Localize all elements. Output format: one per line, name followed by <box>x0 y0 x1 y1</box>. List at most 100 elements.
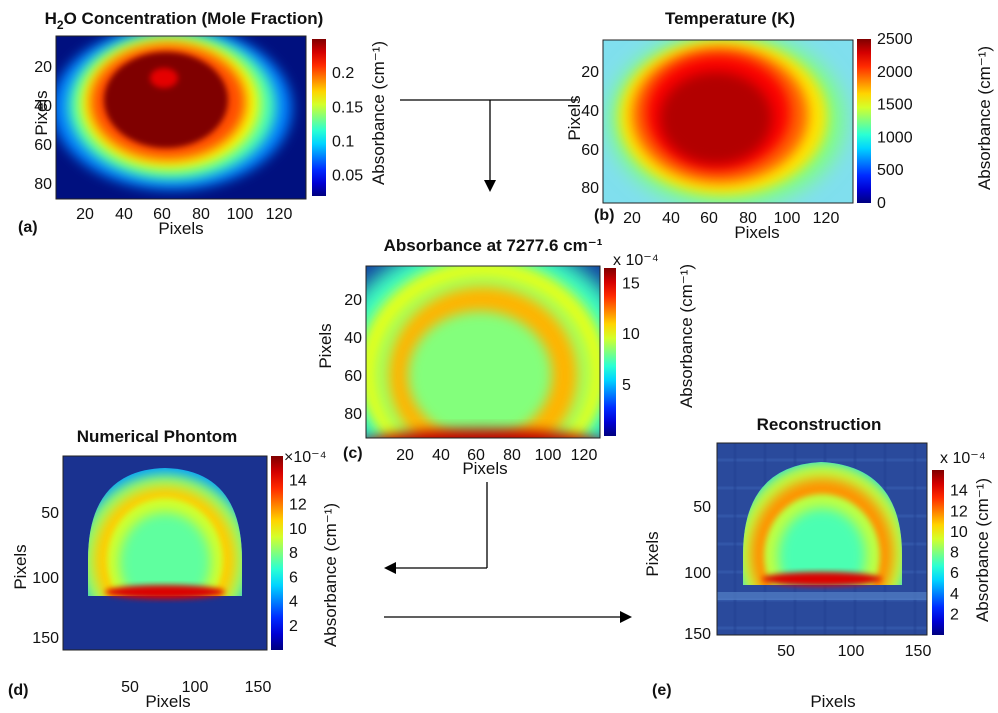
panel-c-xtick: 20 <box>396 447 414 464</box>
arrow-to-c-head <box>484 180 496 192</box>
panel-e-colorbar-tick: 12 <box>950 503 968 520</box>
panel-b-heatmap <box>609 40 845 203</box>
heatmap-peak-band <box>762 572 882 586</box>
panel-b-xlabel: Pixels <box>734 223 779 242</box>
panel-c-label: (c) <box>343 445 363 462</box>
heatmap-peak-band <box>105 585 225 599</box>
panel-b-frame <box>602 39 854 204</box>
panel-e-xtick: 100 <box>838 643 865 660</box>
panel-e-colorbar-tick: 4 <box>950 586 959 603</box>
panel-a-frame <box>55 35 307 200</box>
panel-a-ytick: 40 <box>34 98 52 115</box>
heatmap-core <box>408 311 552 438</box>
panel-e-ytick: 150 <box>684 626 711 643</box>
panel-b-xtick: 60 <box>700 210 718 227</box>
panel-c-xtick: 120 <box>571 447 598 464</box>
panel-d-heatmap <box>88 468 242 599</box>
panel-e-heatmap <box>717 443 927 635</box>
panel-a-xtick: 80 <box>192 206 210 223</box>
panel-a-title: H2O Concentration (Mole Fraction) <box>45 9 324 32</box>
heatmap-peak <box>660 72 772 164</box>
panel-e-colorbar-tick: 8 <box>950 545 959 562</box>
flow-arrows <box>384 99 622 618</box>
panel-a-xlabel: Pixels <box>158 219 203 238</box>
panel-a-ytick: 20 <box>34 59 52 76</box>
panel-b-xtick: 100 <box>774 210 801 227</box>
panel-b-ytick: 40 <box>581 103 599 120</box>
panel-b-colorbar <box>857 39 871 203</box>
panel-c-xtick: 80 <box>503 447 521 464</box>
panel-e-colorbar-tick: 6 <box>950 565 959 582</box>
panel-c-title: Absorbance at 7277.6 cm⁻¹ <box>384 236 603 255</box>
panel-c-colorbar-multiplier: x 10⁻⁴ <box>613 252 659 269</box>
panel-b-colorbar-tick: 1000 <box>877 129 913 146</box>
panel-a-xtick: 20 <box>76 206 94 223</box>
panel-a-colorbar-tick: 0.15 <box>332 99 363 116</box>
panel-c-ytick: 20 <box>344 292 362 309</box>
panel-a-colorbar-tick: 0.05 <box>332 168 363 185</box>
panel-c-colorbar-tick: 10 <box>622 326 640 343</box>
panel-e-frame <box>716 442 928 636</box>
panel-d-colorbar-multiplier: ×10⁻⁴ <box>284 449 327 466</box>
panel-a-colorbar-label: Absorbance (cm⁻¹) <box>369 41 388 185</box>
panel-b-colorbar-tick: 2000 <box>877 64 913 81</box>
arrow-to-d-head <box>384 562 396 574</box>
panel-a-xtick: 100 <box>227 206 254 223</box>
panel-d-ytick: 100 <box>32 570 59 587</box>
panel-e-xtick: 150 <box>905 643 932 660</box>
panel-c-xtick: 100 <box>535 447 562 464</box>
panel-b-colorbar-tick: 0 <box>877 195 886 212</box>
panel-d-ylabel: Pixels <box>11 544 30 589</box>
panel-c-ytick: 60 <box>344 368 362 385</box>
panel-a-xtick: 40 <box>115 206 133 223</box>
panel-b-title: Temperature (K) <box>665 9 795 28</box>
panel-e-colorbar-tick: 2 <box>950 606 959 623</box>
panel-d-ytick: 150 <box>32 630 59 647</box>
panel-a-xtick: 60 <box>153 206 171 223</box>
panel-b: Temperature (K) 20 40 60 80 100 120 20 40 60 80 P… <box>565 9 994 242</box>
panel-e-ytick: 100 <box>684 565 711 582</box>
panel-c-ytick: 40 <box>344 330 362 347</box>
panel-b-xtick: 20 <box>623 210 641 227</box>
panel-b-ytick: 60 <box>581 142 599 159</box>
heatmap-peak <box>104 52 228 148</box>
panel-d-label: (d) <box>8 682 28 699</box>
panel-e-colorbar <box>932 470 944 635</box>
panel-e-colorbar-multiplier: x 10⁻⁴ <box>940 450 986 467</box>
panel-a-heatmap <box>56 36 292 190</box>
panel-d-frame <box>62 455 268 651</box>
arrow-d-to-e-head <box>620 611 632 623</box>
panel-a-ytick: 80 <box>34 176 52 193</box>
panel-d-xlabel: Pixels <box>145 692 190 711</box>
panel-d-colorbar-tick: 6 <box>289 569 298 586</box>
panel-c-ylabel: Pixels <box>316 323 335 368</box>
panel-d-xtick: 50 <box>121 679 139 696</box>
panel-a-ylabel: Pixels <box>32 90 51 135</box>
panel-b-ytick: 20 <box>581 64 599 81</box>
panel-d-colorbar <box>271 456 283 650</box>
panel-d: Numerical Phontom 50 100 150 50 100 150 Pixel… <box>8 427 340 711</box>
panel-a-colorbar-tick: 0.1 <box>332 133 354 150</box>
panel-c-colorbar-tick: 5 <box>622 377 631 394</box>
panel-b-colorbar-label: Absorbance (cm⁻¹) <box>975 46 994 190</box>
panel-a-label: (a) <box>18 219 38 236</box>
panel-d-ytick: 50 <box>41 505 59 522</box>
panel-c: Absorbance at 7277.6 cm⁻¹ 20 40 60 80 100 120… <box>316 236 696 478</box>
panel-e-ytick: 50 <box>693 499 711 516</box>
panel-c-xtick: 60 <box>467 447 485 464</box>
panel-d-colorbar-tick: 12 <box>289 497 307 514</box>
panel-a-xtick: 120 <box>266 206 293 223</box>
artifact-band <box>717 592 927 600</box>
panel-c-colorbar-tick: 15 <box>622 275 640 292</box>
panel-b-colorbar-tick: 1500 <box>877 97 913 114</box>
panel-e-colorbar-label: Absorbance (cm⁻¹) <box>973 478 992 622</box>
panel-d-colorbar-tick: 10 <box>289 521 307 538</box>
panel-d-xtick: 150 <box>245 679 272 696</box>
panel-c-xtick: 40 <box>432 447 450 464</box>
panel-c-colorbar-label: Absorbance (cm⁻¹) <box>677 264 696 408</box>
panel-b-ylabel: Pixels <box>565 95 584 140</box>
panel-e-label: (e) <box>652 682 672 699</box>
panel-b-xtick: 120 <box>813 210 840 227</box>
